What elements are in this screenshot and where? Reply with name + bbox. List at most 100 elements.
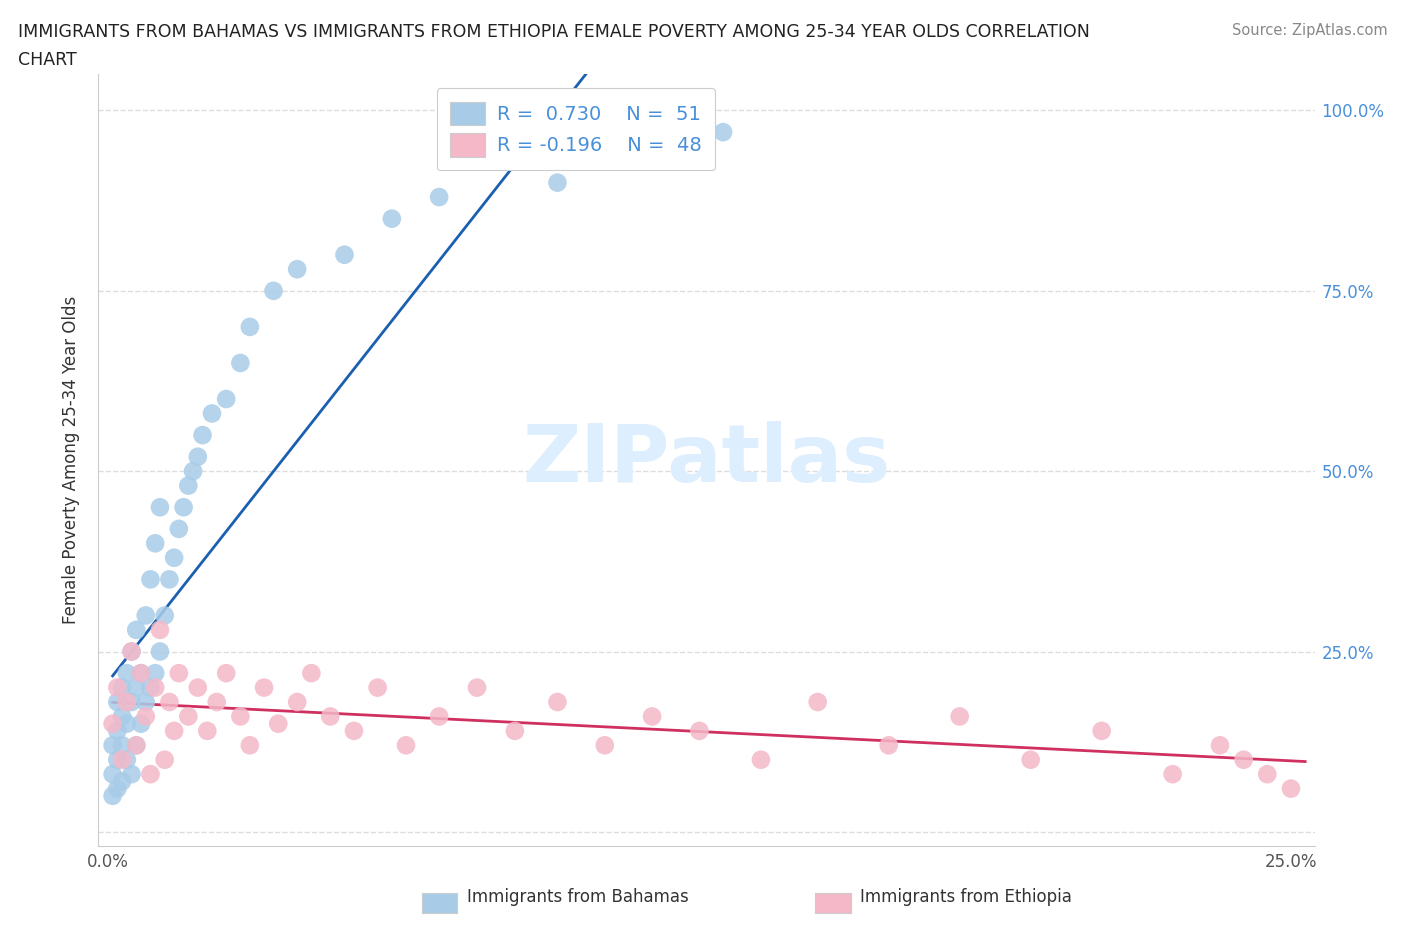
Point xyxy=(125,680,148,695)
Point xyxy=(395,737,418,752)
Point xyxy=(949,709,972,724)
Point xyxy=(205,695,228,710)
Point xyxy=(1019,752,1042,767)
Point xyxy=(115,695,138,710)
Point xyxy=(129,666,152,681)
Point xyxy=(1279,781,1302,796)
Point xyxy=(129,716,152,731)
Point xyxy=(139,766,162,781)
Point xyxy=(1161,766,1184,781)
Point xyxy=(181,464,204,479)
Y-axis label: Female Poverty Among 25-34 Year Olds: Female Poverty Among 25-34 Year Olds xyxy=(62,297,80,624)
Point xyxy=(187,680,209,695)
Point xyxy=(101,766,124,781)
Point xyxy=(135,608,157,623)
Point xyxy=(115,716,138,731)
Point xyxy=(333,247,356,262)
Point xyxy=(167,666,190,681)
Point xyxy=(263,284,285,299)
Point xyxy=(343,724,366,738)
Point xyxy=(239,319,262,334)
Point xyxy=(285,261,308,276)
Text: ZIPatlas: ZIPatlas xyxy=(523,421,890,499)
Point xyxy=(125,737,148,752)
Point xyxy=(807,695,830,710)
Point xyxy=(173,499,195,514)
Point xyxy=(157,572,180,587)
Point xyxy=(157,695,180,710)
Point xyxy=(121,766,143,781)
Point xyxy=(427,190,450,205)
Point xyxy=(139,680,162,695)
Point xyxy=(111,680,134,695)
Point xyxy=(115,752,138,767)
Point xyxy=(215,666,238,681)
Point xyxy=(105,781,128,796)
Point xyxy=(153,752,176,767)
Point xyxy=(177,478,200,493)
Point xyxy=(111,737,134,752)
Point xyxy=(143,536,166,551)
Point xyxy=(105,695,128,710)
Point xyxy=(215,392,238,406)
Point xyxy=(121,695,143,710)
Point xyxy=(143,680,166,695)
Point xyxy=(1209,737,1232,752)
Point xyxy=(191,428,214,443)
Point xyxy=(546,175,568,190)
Point xyxy=(101,737,124,752)
Point xyxy=(503,724,526,738)
Point xyxy=(641,709,664,724)
Point xyxy=(111,774,134,789)
Point xyxy=(125,622,148,637)
Point xyxy=(129,666,152,681)
Point xyxy=(167,522,190,537)
Point xyxy=(143,666,166,681)
Point xyxy=(195,724,218,738)
Point xyxy=(163,551,186,565)
Point xyxy=(229,355,252,370)
Point xyxy=(125,737,148,752)
Point xyxy=(121,644,143,659)
Point xyxy=(149,644,172,659)
Point xyxy=(149,499,172,514)
Point xyxy=(319,709,342,724)
Point xyxy=(105,724,128,738)
Point xyxy=(105,680,128,695)
Point xyxy=(187,449,209,464)
Point xyxy=(201,406,224,421)
Point xyxy=(1256,766,1278,781)
Point xyxy=(105,752,128,767)
Point xyxy=(1233,752,1256,767)
Point xyxy=(749,752,772,767)
Point xyxy=(111,709,134,724)
Point xyxy=(101,789,124,804)
Point xyxy=(111,752,134,767)
Point xyxy=(711,125,734,140)
Point xyxy=(135,709,157,724)
Point xyxy=(593,737,616,752)
Point xyxy=(688,724,710,738)
Legend: R =  0.730    N =  51, R = -0.196    N =  48: R = 0.730 N = 51, R = -0.196 N = 48 xyxy=(436,88,716,170)
Point xyxy=(1091,724,1114,738)
Point xyxy=(153,608,176,623)
Point xyxy=(367,680,389,695)
Point xyxy=(115,666,138,681)
Point xyxy=(139,572,162,587)
Point xyxy=(546,695,568,710)
Point xyxy=(427,709,450,724)
Text: Source: ZipAtlas.com: Source: ZipAtlas.com xyxy=(1232,23,1388,38)
Point xyxy=(121,644,143,659)
Point xyxy=(381,211,404,226)
Text: IMMIGRANTS FROM BAHAMAS VS IMMIGRANTS FROM ETHIOPIA FEMALE POVERTY AMONG 25-34 Y: IMMIGRANTS FROM BAHAMAS VS IMMIGRANTS FR… xyxy=(18,23,1090,41)
Point xyxy=(149,622,172,637)
Point xyxy=(267,716,290,731)
Point xyxy=(229,709,252,724)
Text: Immigrants from Bahamas: Immigrants from Bahamas xyxy=(467,888,689,907)
Text: CHART: CHART xyxy=(18,51,77,69)
Point xyxy=(163,724,186,738)
Point xyxy=(253,680,276,695)
Text: Immigrants from Ethiopia: Immigrants from Ethiopia xyxy=(860,888,1073,907)
Point xyxy=(135,695,157,710)
Point xyxy=(877,737,900,752)
